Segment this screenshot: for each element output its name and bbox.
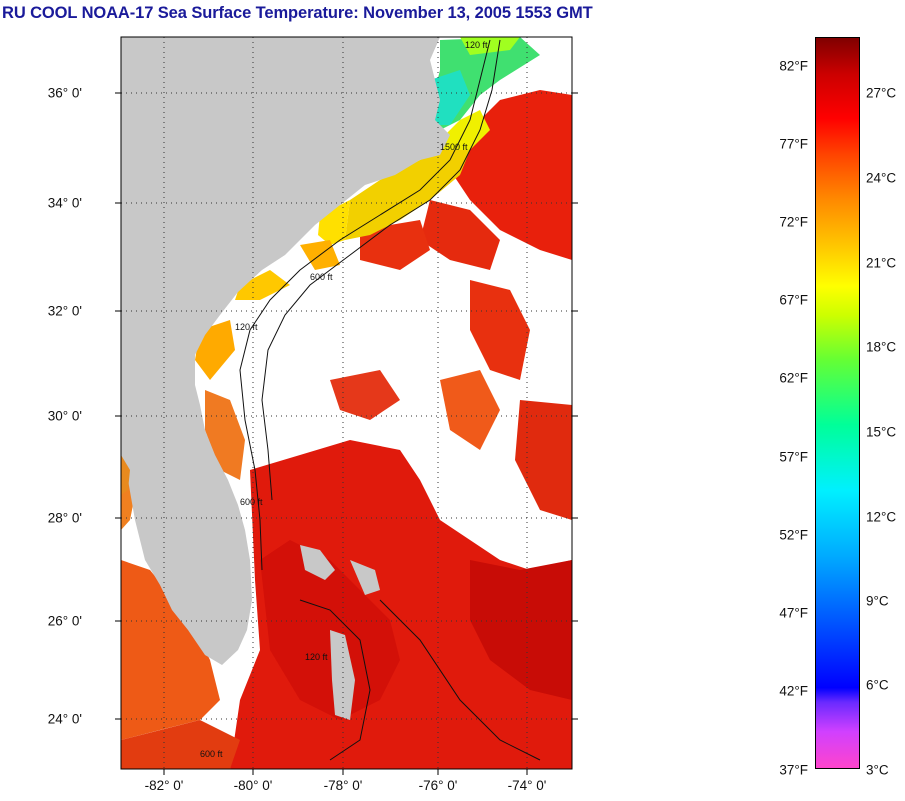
lon-label: -82° 0' — [144, 778, 184, 793]
land-mass — [121, 37, 450, 720]
colorbar-f-label: 57°F — [779, 449, 808, 465]
colorbar-f-label: 62°F — [779, 370, 808, 386]
colorbar-f-label: 52°F — [779, 527, 808, 543]
contour-label: 600 ft — [240, 497, 263, 507]
colorbar-c-label: 12°C — [866, 509, 897, 525]
sst-cold-shelf — [430, 37, 540, 130]
colorbar-c-label: 3°C — [866, 762, 889, 778]
colorbar-c-label: 6°C — [866, 677, 889, 693]
lon-label: -78° 0' — [323, 778, 363, 793]
contour-label: 120 ft — [305, 652, 328, 662]
colorbar-c-label: 27°C — [866, 85, 897, 101]
lat-label: 28° 0' — [47, 510, 82, 526]
colorbar-c-label: 21°C — [866, 255, 897, 271]
contour-label: 120 ft — [465, 40, 488, 50]
colorbar-f-label: 47°F — [779, 605, 808, 621]
frame-ticks — [115, 92, 578, 775]
lon-label: -74° 0' — [507, 778, 547, 793]
colorbar-c-label: 18°C — [866, 339, 897, 355]
colorbar-f-label: 77°F — [779, 136, 808, 152]
lat-label: 30° 0' — [47, 408, 82, 424]
colorbar-c-label: 15°C — [866, 424, 897, 440]
colorbar-f-label: 37°F — [779, 762, 808, 778]
contour-label: 120 ft — [235, 322, 258, 332]
colorbar-c-label: 9°C — [866, 593, 889, 609]
contour-label: 600 ft — [200, 749, 223, 759]
lon-label: -76° 0' — [418, 778, 458, 793]
contour-label: 600 ft — [310, 272, 333, 282]
contour-label: 1500 ft — [440, 142, 468, 152]
map-frame — [120, 36, 573, 770]
isobath-contours — [239, 39, 541, 761]
contour-labels: 120 ft 1500 ft 600 ft 120 ft 600 ft 120 … — [200, 40, 488, 759]
colorbar-f-label: 72°F — [779, 214, 808, 230]
lat-label: 24° 0' — [47, 711, 82, 727]
sst-warm-patches — [121, 90, 572, 769]
graticule — [121, 37, 572, 769]
lon-label: -80° 0' — [233, 778, 273, 793]
lat-label: 26° 0' — [47, 613, 82, 629]
colorbar-c-label: 24°C — [866, 170, 897, 186]
lat-label: 32° 0' — [47, 303, 82, 319]
colorbar-f-label: 42°F — [779, 683, 808, 699]
lat-label: 34° 0' — [47, 195, 82, 211]
sst-cool-shelf — [195, 110, 490, 380]
temperature-colorbar — [815, 37, 860, 769]
lat-label: 36° 0' — [47, 85, 82, 101]
chart-title: RU COOL NOAA-17 Sea Surface Temperature:… — [2, 4, 593, 22]
colorbar-f-label: 82°F — [779, 58, 808, 74]
colorbar-f-label: 67°F — [779, 292, 808, 308]
